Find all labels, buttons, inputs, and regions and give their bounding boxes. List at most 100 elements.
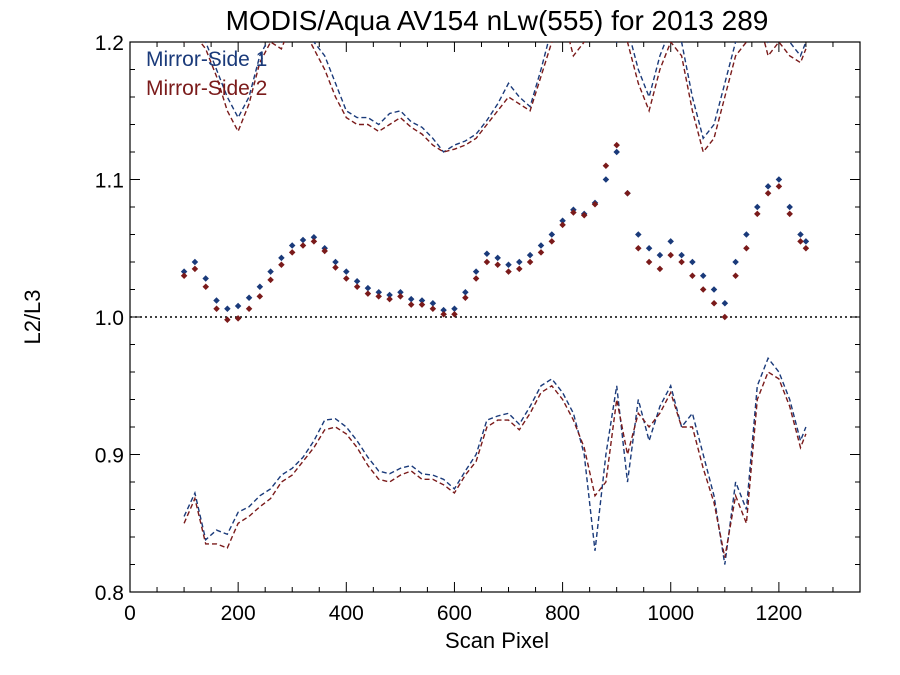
series-2-point xyxy=(299,242,307,249)
series-1-point xyxy=(602,176,610,183)
series-1-point xyxy=(559,217,566,224)
series-2-point xyxy=(645,258,653,266)
series-1-point xyxy=(775,176,783,183)
series-2-point xyxy=(310,238,318,245)
series-1-point xyxy=(429,299,437,307)
legend-entry-mirror-side-2: Mirror-Side 2 xyxy=(146,77,267,100)
x-tick-label: 800 xyxy=(545,602,580,625)
series-1-point xyxy=(256,283,264,290)
series-2-point xyxy=(451,310,458,318)
series-1-point xyxy=(451,305,458,312)
series-1-point xyxy=(397,288,404,296)
series-1-lower-bound-line xyxy=(183,356,807,565)
series-2-point xyxy=(678,258,685,266)
series-2-point xyxy=(429,305,437,312)
series-1-point xyxy=(667,238,674,245)
series-2-point xyxy=(462,294,469,301)
series-2-point xyxy=(743,244,750,252)
series-1-point xyxy=(786,203,793,211)
series-2-point xyxy=(613,141,620,149)
series-1-point xyxy=(418,297,426,304)
x-tick-label: 1000 xyxy=(647,602,694,625)
series-2-point xyxy=(397,293,404,300)
series-2-point xyxy=(689,272,696,279)
series-1-point xyxy=(743,231,750,238)
series-1-point xyxy=(343,268,350,275)
y-axis-label: L2/L3 xyxy=(20,289,45,344)
series-2-lower-bound-line xyxy=(183,370,807,558)
series-1-point xyxy=(526,251,534,259)
series-2-point xyxy=(364,290,372,297)
series-2-point xyxy=(732,272,739,279)
series-2-point xyxy=(353,283,361,290)
chart-title: MODIS/Aqua AV154 nLw(555) for 2013 289 xyxy=(226,5,769,36)
series-1-point xyxy=(245,294,253,301)
series-2-point xyxy=(288,249,296,256)
series-2-point xyxy=(764,189,772,197)
series-2-point xyxy=(526,258,534,266)
series-2-point xyxy=(667,251,674,259)
series-1-point xyxy=(278,254,285,262)
series-1-point xyxy=(656,251,664,259)
series-1-point xyxy=(386,291,393,299)
series-2-point xyxy=(321,247,328,255)
series-1-point xyxy=(699,272,707,279)
y-tick-label: 1.2 xyxy=(95,32,124,55)
series-1-point xyxy=(710,286,718,293)
series-2-point xyxy=(710,299,718,307)
series-2-point xyxy=(754,210,761,218)
series-1-upper-bound-line xyxy=(204,42,807,153)
series-2-point xyxy=(343,275,350,282)
series-1-point xyxy=(353,277,361,285)
series-2-point xyxy=(332,264,339,271)
series-2-point xyxy=(375,293,382,300)
series-1-point xyxy=(191,258,199,266)
series-2-point xyxy=(494,261,501,268)
series-2-point xyxy=(245,305,253,312)
series-1-point xyxy=(407,295,415,303)
series-2-point xyxy=(256,293,264,300)
series-1-point xyxy=(202,275,209,282)
series-1-point xyxy=(310,233,318,241)
series-1-point xyxy=(732,258,739,266)
series-2-point xyxy=(624,189,631,197)
series-1-point xyxy=(494,254,501,262)
series-1-point xyxy=(754,203,761,211)
series-2-point xyxy=(180,272,188,279)
series-2-point xyxy=(580,211,588,219)
x-tick-label: 0 xyxy=(124,602,136,625)
series-1-point xyxy=(548,231,556,238)
series-1-point xyxy=(764,183,772,190)
series-2-point xyxy=(786,210,793,218)
series-1-point xyxy=(440,306,447,314)
series-1-point xyxy=(375,288,383,296)
series-2-point xyxy=(191,265,199,273)
x-tick-label: 600 xyxy=(437,602,472,625)
series-2-point xyxy=(802,244,810,252)
series-2-point xyxy=(278,261,285,268)
series-2-point xyxy=(656,265,664,273)
legend-entry-mirror-side-1: Mirror-Side 1 xyxy=(146,48,267,71)
series-2-point xyxy=(591,200,599,208)
series-2-point xyxy=(602,162,610,169)
series-2-point xyxy=(548,238,556,245)
y-tick-label: 1.0 xyxy=(95,307,124,330)
x-tick-label: 1200 xyxy=(756,602,803,625)
series-1-point xyxy=(364,284,372,292)
series-1-point xyxy=(180,268,188,275)
plot-area: 0 200 400 600 800 1000 1200 0.8 0.9 1.0 1.1 1.2 xyxy=(95,32,861,625)
series-2-point xyxy=(472,275,480,282)
series-2-point xyxy=(483,258,491,266)
series-1-point xyxy=(635,231,642,238)
series-2-point xyxy=(559,221,566,229)
series-2-point xyxy=(213,305,220,312)
series-1-point xyxy=(613,148,620,156)
series-1-point xyxy=(505,261,512,268)
y-tick-label: 0.9 xyxy=(95,445,124,468)
x-axis-label: Scan Pixel xyxy=(445,628,549,653)
x-tick-label: 400 xyxy=(329,602,364,625)
series-2-point xyxy=(505,268,512,275)
series-2-point xyxy=(234,315,242,322)
series-2-point xyxy=(386,295,393,303)
